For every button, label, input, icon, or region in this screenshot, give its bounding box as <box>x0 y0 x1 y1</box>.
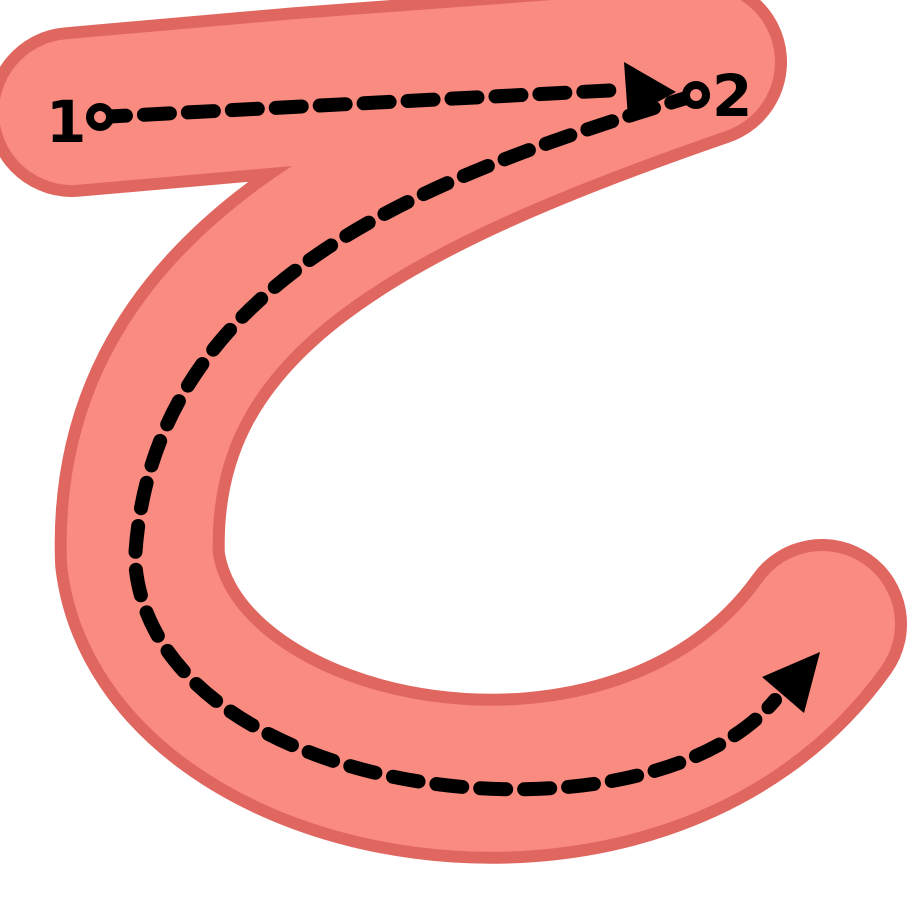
guide-path-1 <box>93 83 625 124</box>
guide-path-2 <box>127 88 782 797</box>
arrowhead-icon <box>762 652 820 713</box>
circle-dot-icon <box>682 81 710 109</box>
arrowhead-icon <box>624 62 676 118</box>
step-label-1: 1 <box>46 88 86 156</box>
circle-dot-icon <box>86 103 114 131</box>
letter-fill <box>0 0 895 852</box>
stroke-guides: 1 2 <box>46 62 820 797</box>
step-label-2: 2 <box>712 62 752 130</box>
letter-te-shape <box>0 0 907 864</box>
